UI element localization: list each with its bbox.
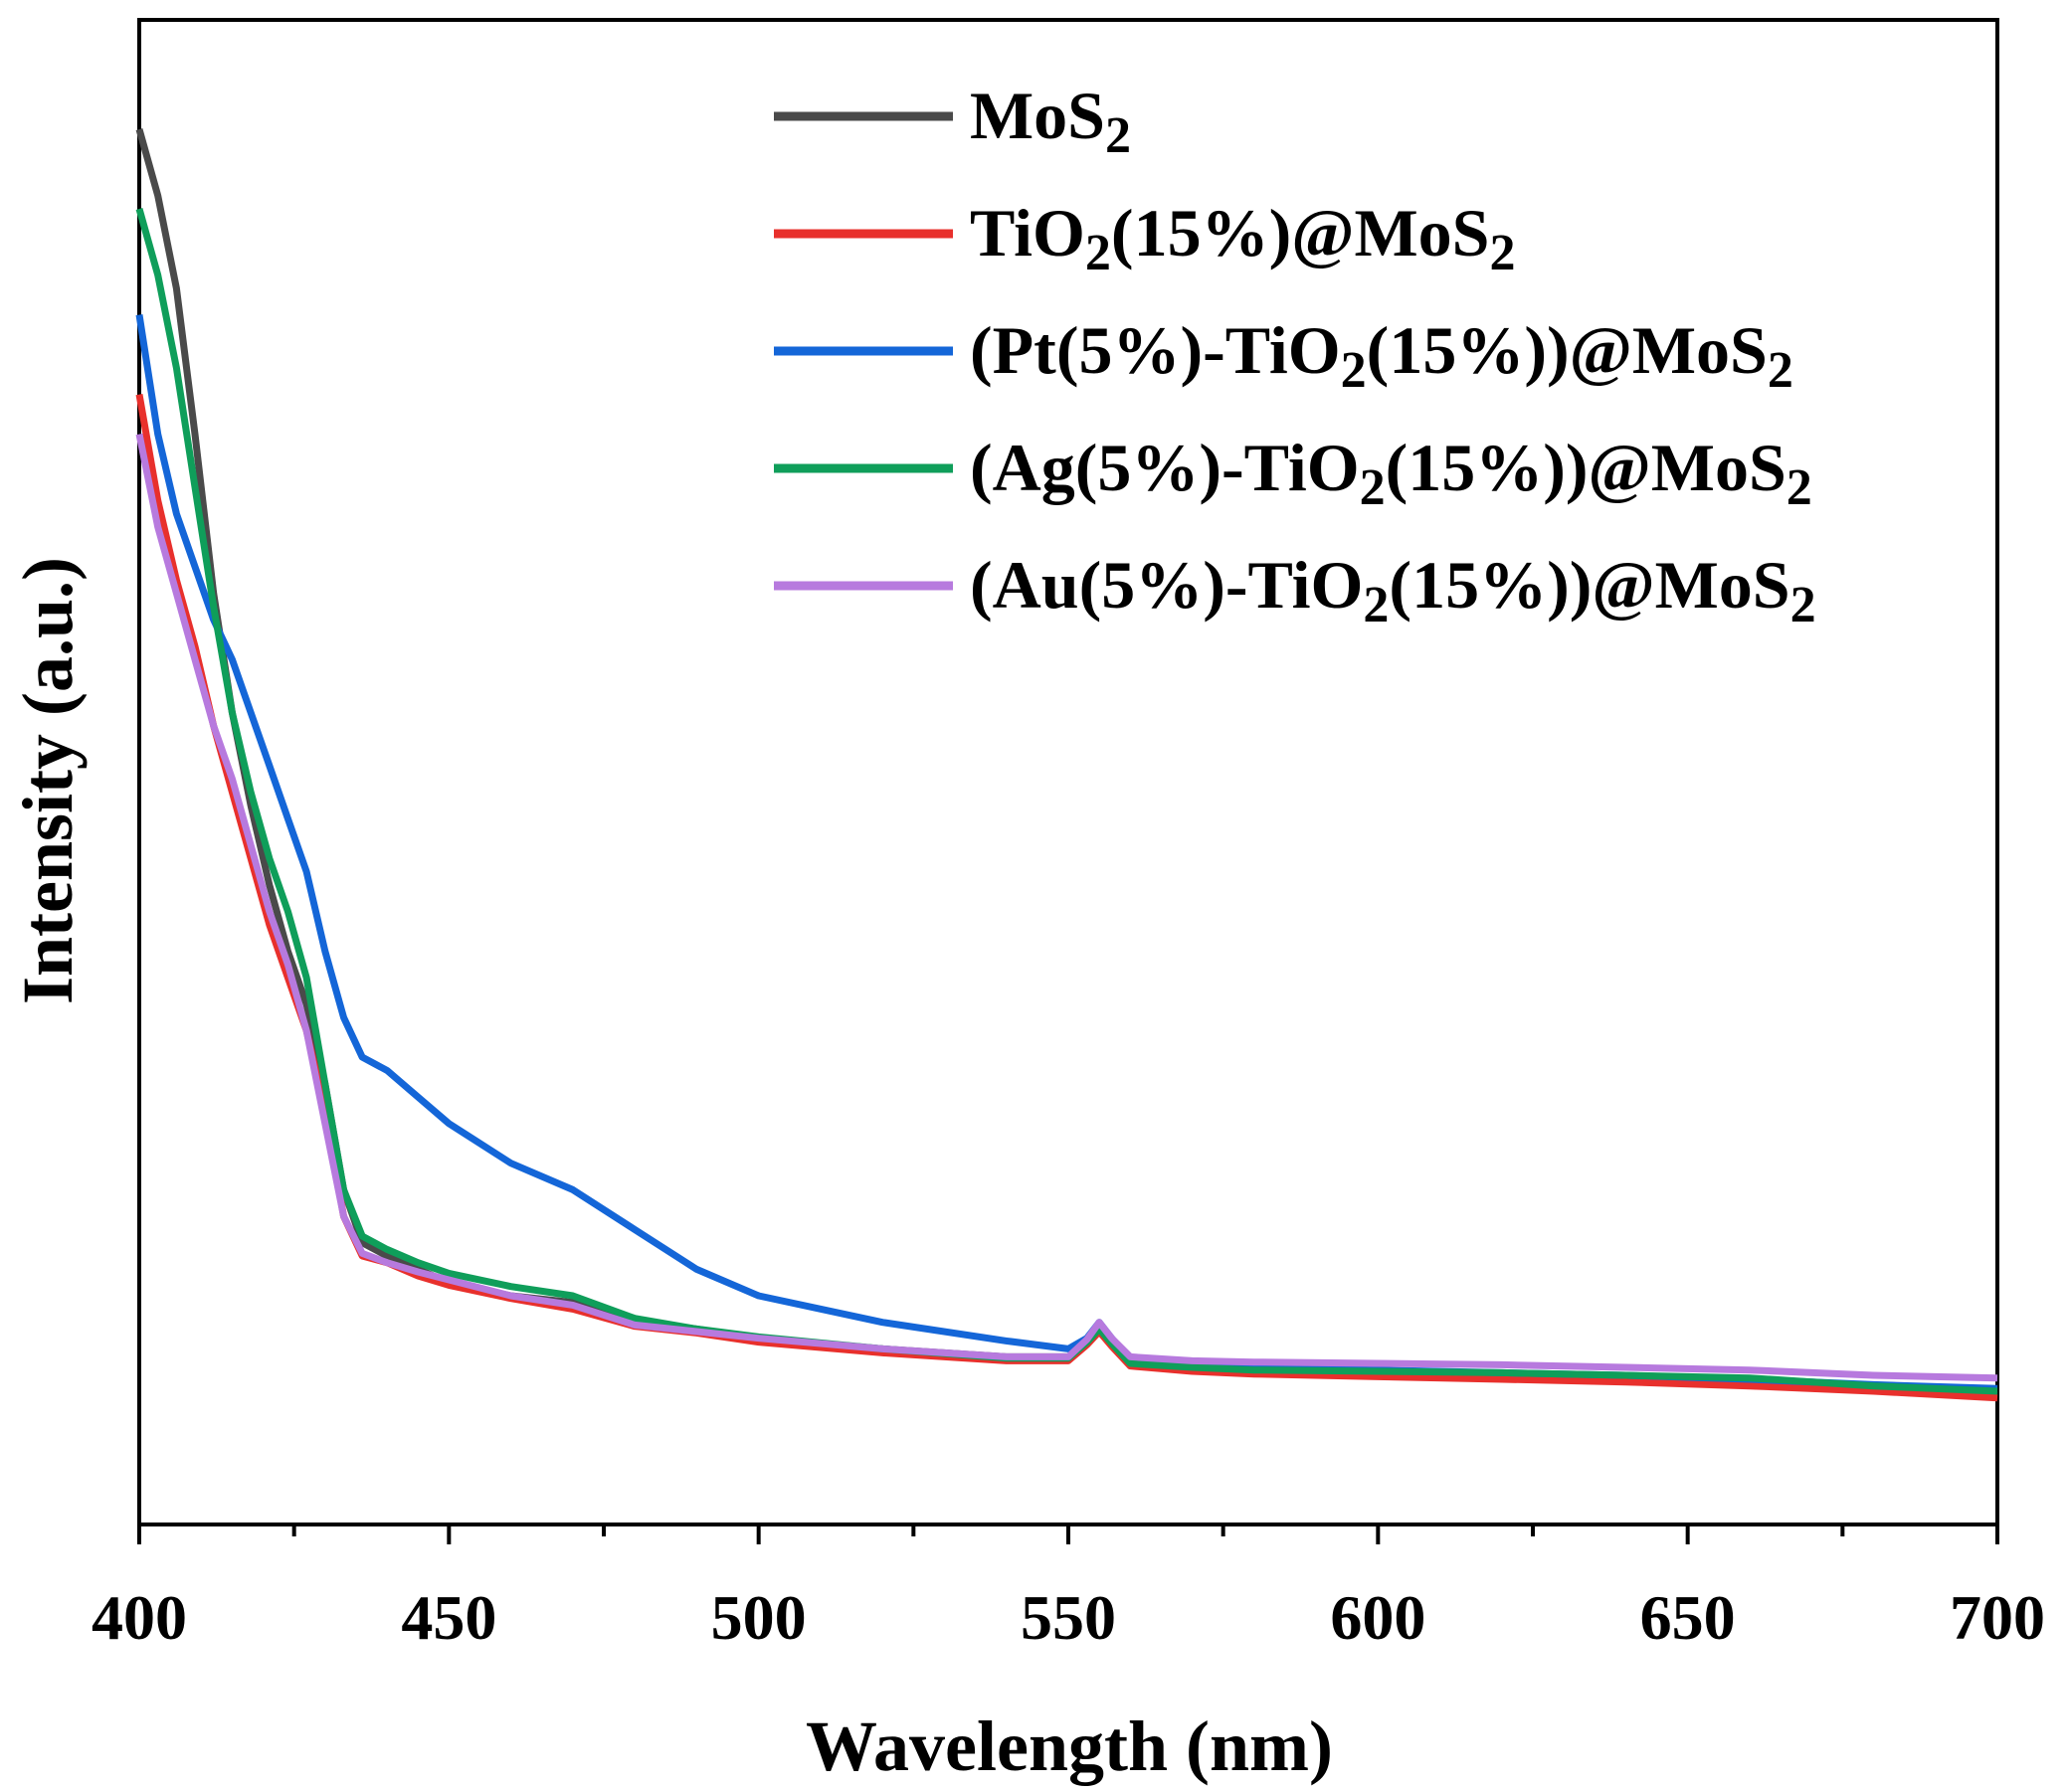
series-line-4 [135, 433, 1998, 1382]
legend-label-part: (15%))@MoS [1386, 430, 1786, 505]
x-tick-label: 500 [711, 1582, 807, 1653]
legend-label-part: 2 [1768, 342, 1793, 399]
legend-label-part: (15%)@MoS [1111, 195, 1490, 270]
legend-label-part: MoS [970, 78, 1105, 153]
legend-label-part: 2 [1786, 459, 1812, 516]
x-tick-label: 450 [401, 1582, 496, 1653]
legend-label-0: MoS2 [970, 78, 1131, 164]
x-axis-title: Wavelength (nm) [806, 1706, 1333, 1786]
legend-label-part: (15%))@MoS [1367, 312, 1768, 388]
legend: MoS2TiO2(15%)@MoS2(Pt(5%)-TiO2(15%))@MoS… [774, 78, 1816, 633]
legend-label-part: 2 [1085, 225, 1111, 281]
legend-label-part: 2 [1341, 342, 1367, 399]
legend-label-part: (Pt(5%)-TiO [970, 312, 1341, 388]
legend-label-part: 2 [1489, 225, 1515, 281]
x-tick-label: 550 [1021, 1582, 1116, 1653]
x-tick-label: 700 [1950, 1582, 2045, 1653]
legend-label-part: (Ag(5%)-TiO [970, 430, 1360, 505]
legend-label-part: (Au(5%)-TiO [970, 547, 1363, 623]
legend-label-part: 2 [1360, 459, 1386, 516]
series-line-3 [135, 208, 1998, 1395]
x-tick-label: 600 [1330, 1582, 1425, 1653]
legend-label-3: (Ag(5%)-TiO2(15%))@MoS2 [970, 430, 1812, 516]
legend-label-2: (Pt(5%)-TiO2(15%))@MoS2 [970, 312, 1793, 399]
legend-label-4: (Au(5%)-TiO2(15%))@MoS2 [970, 547, 1816, 633]
legend-label-part: 2 [1363, 577, 1389, 633]
legend-label-part: 2 [1790, 577, 1816, 633]
series-line-1 [135, 393, 1998, 1402]
legend-label-1: TiO2(15%)@MoS2 [970, 195, 1515, 281]
legend-label-part: (15%))@MoS [1389, 547, 1789, 623]
x-tick-label: 650 [1640, 1582, 1736, 1653]
legend-label-part: TiO [970, 195, 1085, 270]
legend-label-part: 2 [1105, 107, 1131, 164]
series-lines [135, 128, 1998, 1402]
x-tick-label: 400 [92, 1582, 187, 1653]
y-axis-title: Intensity (a.u.) [8, 557, 88, 1004]
x-axis-ticks: 400 450 500 550 600 650 700 [92, 1524, 2045, 1653]
